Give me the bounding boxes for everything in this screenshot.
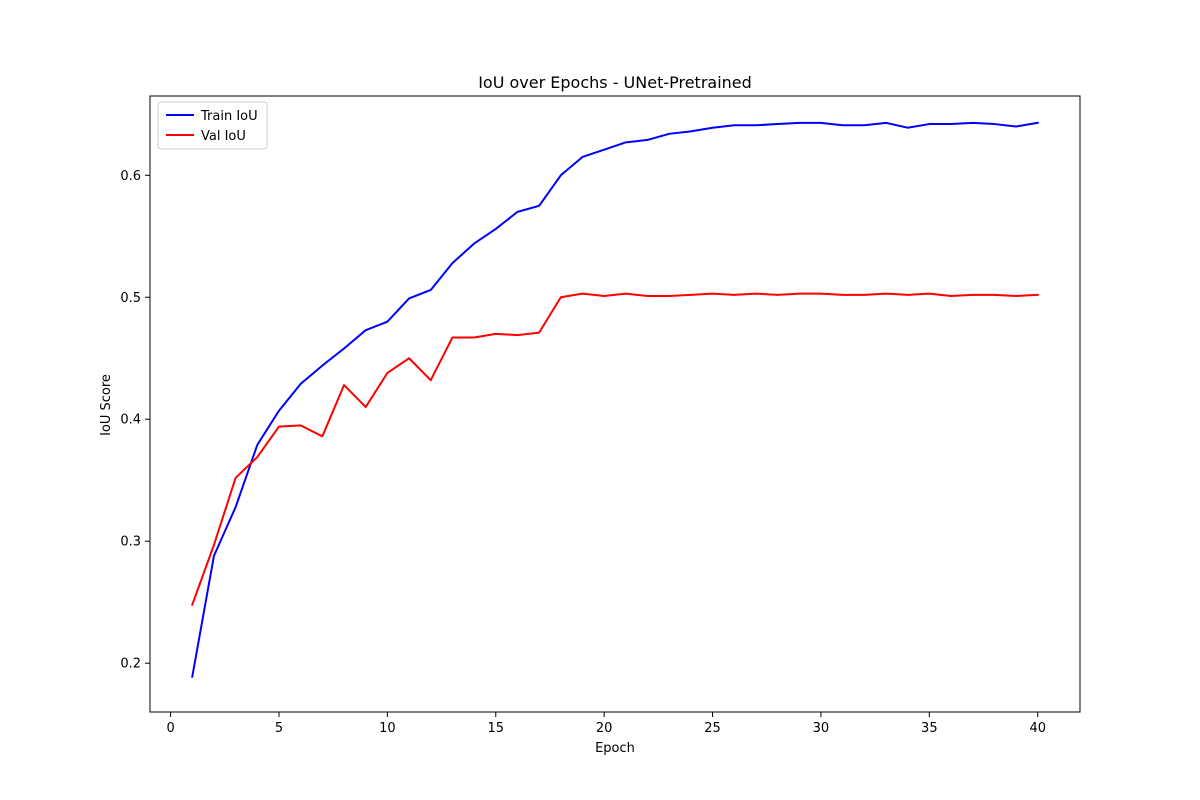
legend-box bbox=[157, 101, 268, 150]
x-tick-label: 35 bbox=[921, 721, 938, 736]
legend-label-train-iou: Train IoU bbox=[200, 109, 258, 124]
chart-title: IoU over Epochs - UNet-Pretrained bbox=[478, 73, 752, 92]
plot-frame bbox=[149, 95, 1081, 713]
x-axis-label: Epoch bbox=[595, 741, 635, 756]
x-tick-label: 5 bbox=[275, 721, 283, 736]
x-axis-ticks: 0 5 10 15 20 25 30 35 40 bbox=[166, 712, 1046, 736]
series-line-train-iou bbox=[191, 121, 1039, 678]
y-tick-label: 0.2 bbox=[120, 657, 141, 672]
x-tick-label: 40 bbox=[1029, 721, 1046, 736]
x-tick-label: 30 bbox=[813, 721, 830, 736]
series-layer bbox=[190, 121, 1039, 678]
legend: Train IoU Val IoU bbox=[157, 101, 268, 150]
y-tick-label: 0.4 bbox=[120, 413, 141, 428]
x-tick-label: 10 bbox=[379, 721, 396, 736]
y-tick-label: 0.3 bbox=[120, 535, 141, 550]
x-tick-label: 15 bbox=[487, 721, 504, 736]
y-axis-label: IoU Score bbox=[99, 374, 114, 436]
series-line-val-iou bbox=[190, 292, 1039, 606]
y-tick-label: 0.5 bbox=[120, 291, 141, 306]
y-tick-label: 0.6 bbox=[120, 169, 141, 184]
legend-label-val-iou: Val IoU bbox=[201, 129, 246, 144]
x-tick-label: 0 bbox=[166, 721, 174, 736]
y-axis-ticks: 0.2 0.3 0.4 0.5 0.6 bbox=[120, 169, 150, 672]
x-tick-label: 20 bbox=[596, 721, 613, 736]
x-tick-label: 25 bbox=[704, 721, 721, 736]
plot-area bbox=[149, 95, 1081, 713]
